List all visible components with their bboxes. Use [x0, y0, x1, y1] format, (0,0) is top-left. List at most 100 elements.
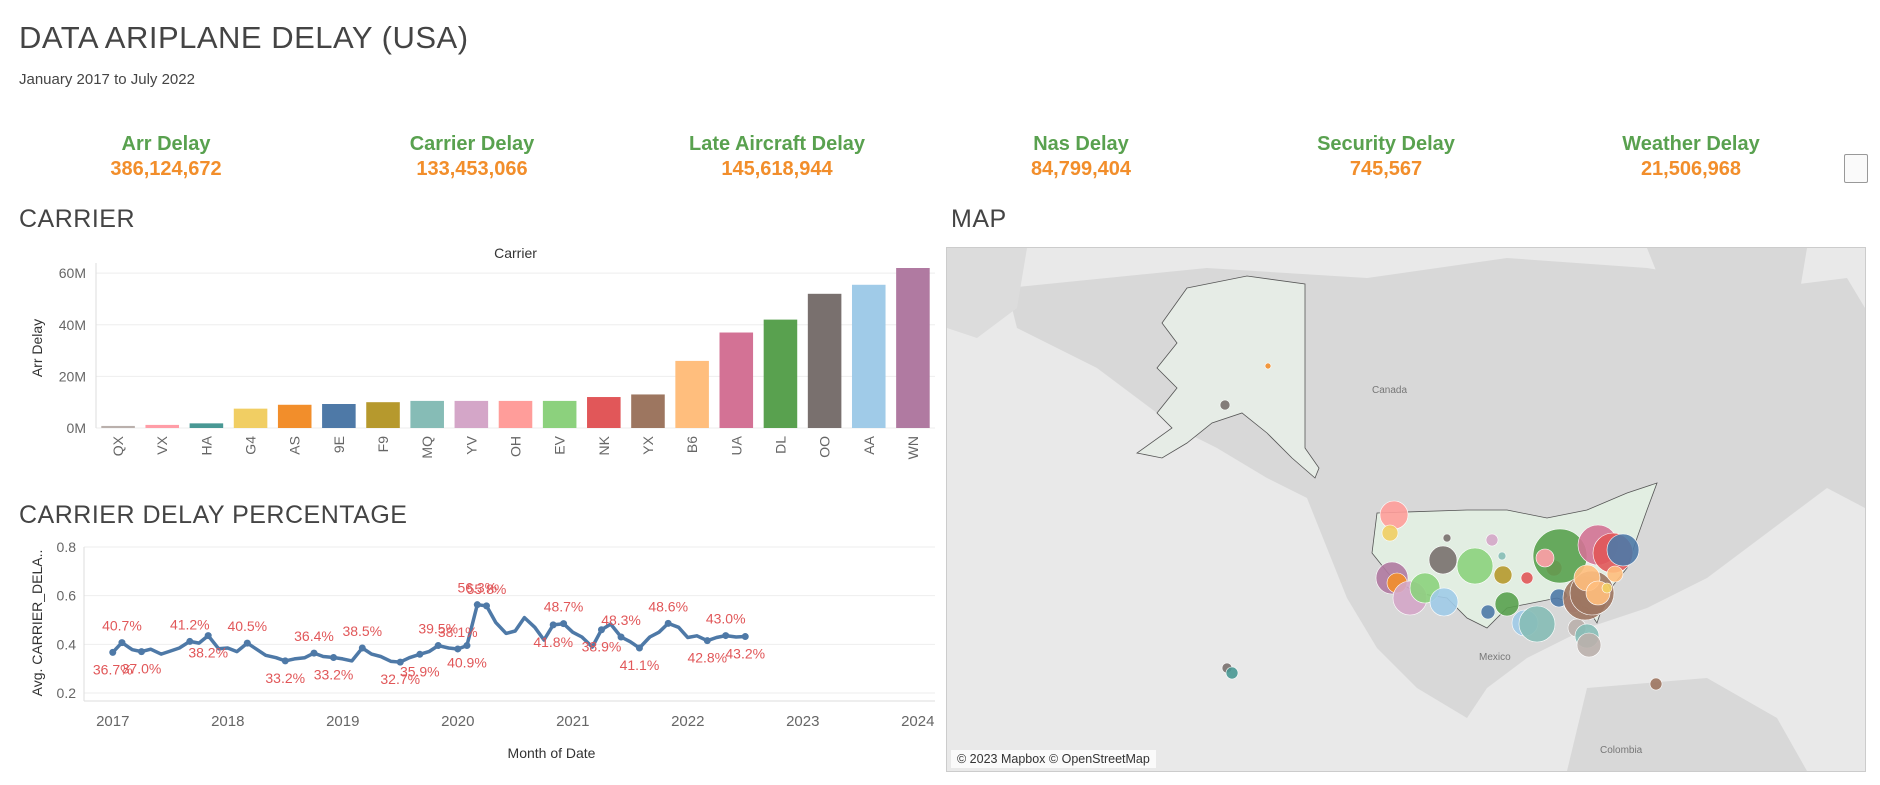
map-bubbles[interactable] [1219, 362, 1663, 691]
kpi-value: 133,453,066 [416, 158, 528, 180]
line-data-label: 40.7% [102, 618, 142, 634]
bar-y-tick-label: 20M [59, 368, 86, 384]
line-data-label: 33.2% [314, 666, 354, 682]
bar-x-tick-label: OH [508, 436, 524, 457]
map-bubble [1601, 582, 1613, 594]
filter-checkbox[interactable] [1844, 154, 1868, 183]
kpi-label: Arr Delay [121, 133, 211, 155]
kpi-value: 745,567 [1349, 158, 1423, 180]
map-canvas[interactable]: Canada Mexico Colombia [947, 248, 1865, 771]
map-label-colombia: Colombia [1600, 745, 1643, 756]
line-point [310, 649, 318, 657]
line-data-label: 36.4% [294, 628, 334, 644]
kpi-value: 21,506,968 [1640, 158, 1742, 180]
map-bubble [1264, 362, 1272, 370]
line-x-tick-label: 2018 [211, 713, 244, 730]
line-data-label: 35.9% [400, 663, 440, 679]
line-point [138, 648, 145, 656]
map-state-alaska [1136, 275, 1320, 479]
bar-9e [322, 404, 356, 428]
map-bubble [1429, 587, 1459, 617]
bar-ua [719, 332, 754, 428]
page-subtitle: January 2017 to July 2022 [19, 71, 195, 88]
kpi-security-delay: Security Delay 745,567 [1256, 133, 1516, 181]
line-x-tick-label: 2017 [96, 713, 129, 730]
line-data-label: 39.5% [418, 621, 458, 637]
bar-x-tick-label: WN [905, 436, 921, 459]
bar-chart-ylabel: Arr Delay [29, 319, 45, 377]
map-bubble [1520, 571, 1534, 585]
bar-oh [498, 400, 533, 428]
map-label-canada: Canada [1372, 385, 1407, 396]
map-bubble [1518, 605, 1556, 643]
kpi-value: 145,618,944 [721, 158, 833, 180]
section-title-carrier-pct: CARRIER DELAY PERCENTAGE [19, 501, 408, 529]
line-point [598, 626, 605, 634]
line-y-tick-label: 0.6 [57, 588, 77, 604]
line-data-label: 38.1% [438, 624, 478, 640]
map-bubble [1606, 565, 1624, 583]
line-y-tick-label: 0.8 [57, 539, 77, 555]
bar-qx [101, 425, 135, 428]
bar-x-tick-label: B6 [684, 436, 700, 453]
line-point [243, 639, 251, 647]
carrier-delay-line-chart: 0.2 0.4 0.6 0.8 2017 2018 2019 2020 2021 2022 2023… [29, 539, 935, 761]
bar-ev [542, 400, 577, 428]
bar-b6 [675, 360, 709, 428]
line-data-label: 33.2% [265, 670, 305, 686]
line-data-label: 42.8% [687, 650, 727, 666]
map-attribution[interactable]: © 2023 Mapbox © OpenStreetMap [951, 750, 1156, 768]
bar-chart-title: Carrier [494, 245, 537, 261]
line-point [473, 601, 481, 609]
line-y-tick-label: 0.2 [57, 685, 77, 701]
map-bubble [1494, 591, 1520, 617]
line-point [118, 639, 126, 647]
line-data-label: 38.5% [342, 623, 382, 639]
section-title-carrier: CARRIER [19, 205, 136, 233]
map-label-mexico: Mexico [1479, 652, 1511, 663]
bar-x-tick-label: VX [154, 435, 170, 454]
bar-x-tick-label: UA [728, 435, 744, 455]
line-data-label: 48.6% [648, 598, 688, 614]
line-data-label: 41.1% [620, 657, 660, 673]
bar-x-tick-label: AS [287, 436, 303, 455]
line-point [204, 632, 212, 640]
line-y-tick-label: 0.4 [57, 636, 77, 652]
map-view[interactable]: Canada Mexico Colombia © 2023 Mapbox © O… [946, 247, 1866, 772]
bar-x-tick-label: YX [640, 435, 656, 454]
line-point [109, 648, 117, 656]
map-bubble [1493, 565, 1513, 585]
map-bubble [1480, 604, 1496, 620]
bar-yv [454, 400, 489, 428]
line-point [281, 657, 289, 665]
line-point [549, 621, 557, 629]
map-bubble [1606, 533, 1640, 567]
kpi-label: Carrier Delay [409, 133, 535, 155]
bar-dl [763, 319, 798, 428]
kpi-label: Late Aircraft Delay [689, 133, 865, 155]
map-bubble [1649, 677, 1663, 691]
line-point [703, 637, 711, 645]
bar-x-tick-label: OO [817, 436, 833, 458]
line-data-label: 37.0% [122, 661, 162, 677]
line-point [664, 619, 672, 627]
bar-x-tick-label: F9 [375, 436, 391, 453]
kpi-label: Security Delay [1317, 133, 1455, 155]
kpi-label: Weather Delay [1622, 133, 1760, 155]
bar-x-tick-label: EV [552, 435, 568, 454]
bar-f9 [366, 402, 400, 428]
line-point [617, 633, 625, 641]
map-bubble [1381, 524, 1399, 542]
bar-g4 [233, 408, 268, 428]
line-point [358, 644, 366, 652]
map-bubble [1219, 399, 1231, 411]
line-point [722, 632, 730, 640]
line-data-label: 40.5% [227, 618, 267, 634]
bar-x-tick-label: AA [861, 435, 877, 454]
line-data-label: 41.8% [533, 634, 573, 650]
line-data-label: 41.2% [170, 616, 210, 632]
map-bubble [1485, 533, 1499, 547]
bar-as [277, 404, 312, 428]
line-point [463, 642, 471, 650]
line-x-tick-label: 2023 [786, 713, 819, 730]
